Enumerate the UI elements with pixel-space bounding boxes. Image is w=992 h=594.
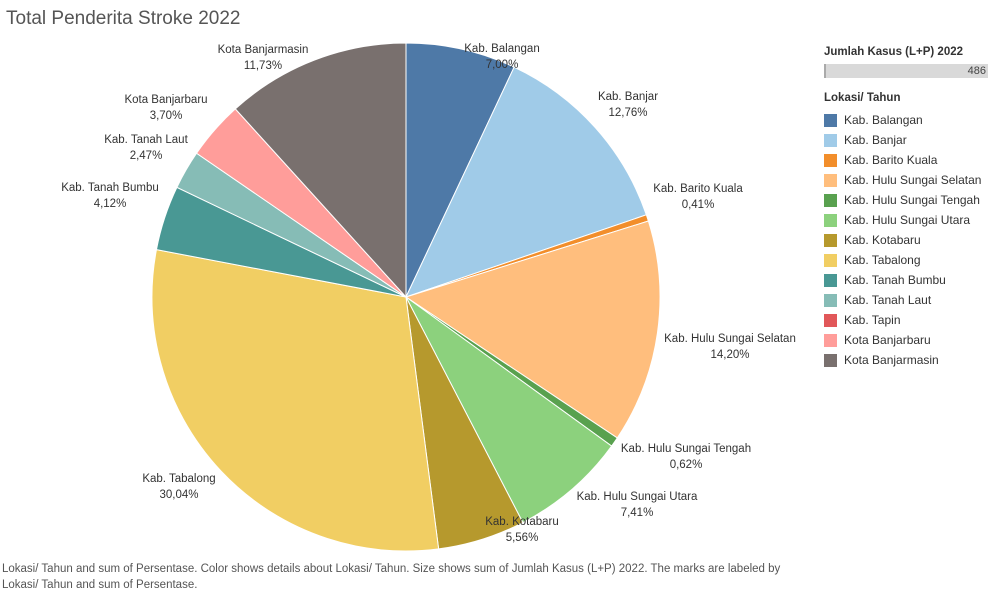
pie-chart[interactable]: Kab. Balangan 7,00% Kab. Banjar 12,76% Kab. … (0, 0, 820, 560)
size-legend-title: Jumlah Kasus (L+P) 2022 (824, 46, 964, 58)
slice-label-kota-banjarbaru: Kota Banjarbaru 3,70% (124, 94, 207, 122)
pie-slice-kab-tabalong[interactable] (151, 249, 440, 552)
pie-slice-kab-banjar[interactable] (405, 66, 647, 298)
size-legend-bar: 486 (824, 64, 988, 78)
legend-swatch (824, 253, 837, 267)
legend-swatch (824, 313, 837, 327)
color-legend-title: Lokasi/ Tahun (824, 92, 901, 104)
legend-item-kab-kotabaru[interactable]: Kab. Kotabaru (824, 230, 990, 250)
pie-slice-kab-hulu-sungai-selatan[interactable] (404, 220, 661, 439)
slice-label-kab-barito-kuala: Kab. Barito Kuala 0,41% (653, 183, 743, 211)
chart-title: Total Penderita Stroke 2022 (6, 8, 241, 29)
chart-caption: Lokasi/ Tahun and sum of Persentase. Col… (2, 563, 781, 591)
legend-label: Kab. Kotabaru (844, 233, 921, 247)
slice-label-kab-tanah-laut: Kab. Tanah Laut 2,47% (104, 134, 188, 162)
legend-label: Kab. Tabalong (844, 253, 921, 267)
legend-panel: Jumlah Kasus (L+P) 2022 486 Lokasi/ Tahu… (824, 46, 990, 370)
legend-item-kab-banjar[interactable]: Kab. Banjar (824, 130, 990, 150)
slice-label-kab-kotabaru: Kab. Kotabaru 5,56% (485, 516, 559, 544)
legend-label: Kab. Tanah Laut (844, 293, 932, 307)
legend-label: Kab. Balangan (844, 113, 923, 127)
slice-label-kab-hulu-sungai-tengah: Kab. Hulu Sungai Tengah 0,62% (621, 443, 751, 471)
legend-item-kab-balangan[interactable]: Kab. Balangan (824, 110, 990, 130)
legend-item-kab-tabalong[interactable]: Kab. Tabalong (824, 250, 990, 270)
legend-item-kab-tapin[interactable]: Kab. Tapin (824, 310, 990, 330)
slice-label-kab-tabalong: Kab. Tabalong 30,04% (142, 473, 215, 501)
legend-swatch (824, 153, 837, 167)
slice-label-kab-tanah-bumbu: Kab. Tanah Bumbu 4,12% (61, 182, 159, 210)
legend-label: Kab. Hulu Sungai Utara (844, 213, 971, 227)
legend-item-kota-banjarbaru[interactable]: Kota Banjarbaru (824, 330, 990, 350)
legend-swatch (824, 193, 837, 207)
legend-swatch (824, 173, 837, 187)
slice-label-kab-banjar: Kab. Banjar 12,76% (598, 91, 658, 119)
pie-slice-kab-hulu-sungai-utara[interactable] (405, 296, 613, 524)
legend-swatch (824, 213, 837, 227)
legend-label: Kab. Hulu Sungai Selatan (844, 173, 982, 187)
legend-label: Kab. Hulu Sungai Tengah (844, 193, 980, 207)
legend-swatch (824, 353, 837, 367)
legend-swatch (824, 333, 837, 347)
legend-swatch (824, 233, 837, 247)
legend-item-kab-hulu-sungai-utara[interactable]: Kab. Hulu Sungai Utara (824, 210, 990, 230)
legend-label: Kota Banjarbaru (844, 333, 931, 347)
slice-label-kota-banjarmasin: Kota Banjarmasin 11,73% (218, 44, 309, 72)
legend-swatch (824, 273, 837, 287)
legend-label: Kab. Banjar (844, 133, 907, 147)
slice-label-kab-hulu-sungai-selatan: Kab. Hulu Sungai Selatan 14,20% (664, 333, 796, 361)
legend-label: Kab. Barito Kuala (844, 153, 938, 167)
legend-item-kab-hulu-sungai-tengah[interactable]: Kab. Hulu Sungai Tengah (824, 190, 990, 210)
legend-swatch (824, 113, 837, 127)
slice-label-kab-hulu-sungai-utara: Kab. Hulu Sungai Utara 7,41% (577, 491, 698, 519)
pie-slice-kab-balangan[interactable] (405, 42, 515, 298)
legend-item-kab-tanah-laut[interactable]: Kab. Tanah Laut (824, 290, 990, 310)
legend-item-kab-barito-kuala[interactable]: Kab. Barito Kuala (824, 150, 990, 170)
legend-label: Kab. Tanah Bumbu (844, 273, 946, 287)
legend-swatch (824, 293, 837, 307)
size-legend-value: 486 (967, 65, 986, 77)
legend-item-kab-hulu-sungai-selatan[interactable]: Kab. Hulu Sungai Selatan (824, 170, 990, 190)
slice-label-kab-balangan: Kab. Balangan 7,00% (464, 43, 539, 71)
color-legend-list: Kab. Balangan Kab. Banjar Kab. Barito Kual… (824, 110, 990, 370)
legend-swatch (824, 133, 837, 147)
legend-item-kab-tanah-bumbu[interactable]: Kab. Tanah Bumbu (824, 270, 990, 290)
legend-item-kota-banjarmasin[interactable]: Kota Banjarmasin (824, 350, 990, 370)
pie-slice-kota-banjarmasin[interactable] (234, 42, 407, 299)
legend-label: Kab. Tapin (844, 313, 901, 327)
legend-label: Kota Banjarmasin (844, 353, 939, 367)
